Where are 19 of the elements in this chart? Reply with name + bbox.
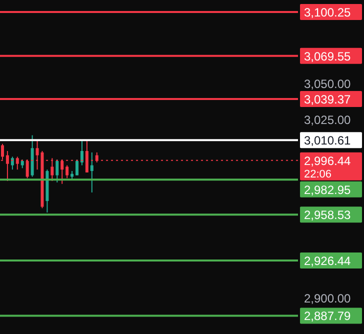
ref-line-label: 2,982.95 — [304, 182, 352, 197]
ref-line-label: 3,100.25 — [304, 5, 352, 20]
y-tick-label: 3,025.00 — [304, 112, 352, 127]
y-tick-label: 3,050.00 — [304, 77, 352, 92]
ref-line-label: 2,926.44 — [304, 254, 352, 268]
ref-line-label: 2,958.53 — [304, 208, 352, 222]
text: 22:06 — [304, 168, 332, 180]
ref-line-label: 3,010.61 — [304, 134, 352, 148]
ref-line-label: 3,039.37 — [304, 92, 352, 106]
y-tick-label: 2,900.00 — [304, 292, 352, 306]
candlestick — [80, 139, 84, 166]
candlestick — [76, 159, 78, 176]
candlestick — [90, 152, 94, 193]
ref-line-label: 3,069.55 — [304, 49, 352, 64]
candlestick — [66, 164, 69, 179]
candlestick — [10, 156, 14, 170]
candlestick — [56, 159, 59, 183]
ref-line-label: 2,887.79 — [304, 309, 352, 324]
ref-line-label: 2,996.44 — [304, 154, 352, 168]
